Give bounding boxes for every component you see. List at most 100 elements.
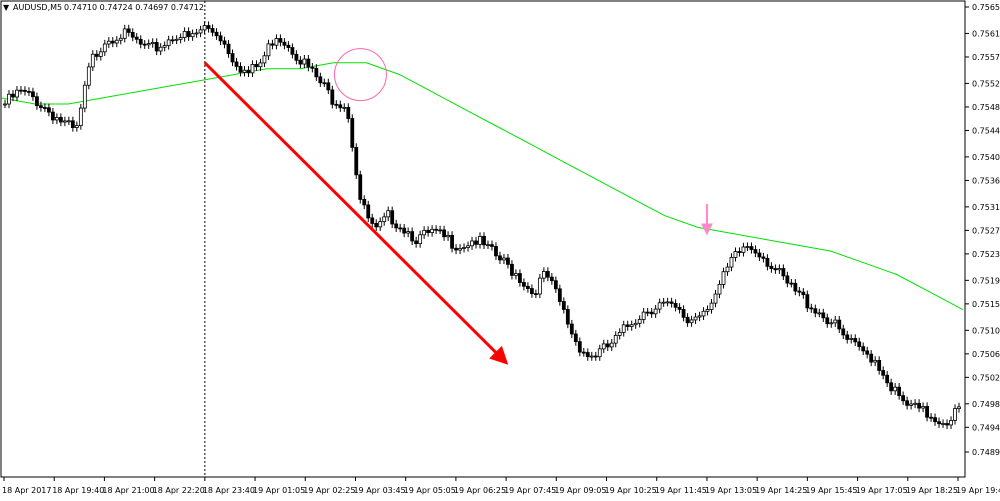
candle-body [138,38,143,45]
candle [170,35,175,45]
candle-body [314,67,319,78]
candle [422,226,427,239]
candle-body [510,263,514,276]
candle [66,116,71,126]
candle-body [258,62,263,68]
candle-body [629,324,634,327]
candle [506,253,510,269]
candle [122,24,127,43]
candle-body [166,39,171,46]
candle-body [573,333,578,343]
candle [673,299,678,312]
candle-body [705,309,710,312]
candle-body [873,359,878,363]
candle [853,334,858,346]
candle [310,63,315,73]
candle [605,339,610,352]
candles-series [3,21,961,430]
candle [15,86,19,102]
candle [450,231,454,253]
candle [178,33,183,44]
candle-body [829,322,834,325]
candle-body [342,106,347,109]
x-tick-label: 19 Apr 15:45 [805,486,857,495]
candle [354,143,359,179]
candle-body [90,53,95,68]
candle-body [581,351,586,354]
candle [290,43,295,59]
candle [54,113,59,125]
candle [581,347,586,357]
candle [645,307,650,317]
candle [837,315,842,334]
y-tick-label: 0.75275 [972,226,1000,235]
candle-body [126,28,131,33]
candle-body [43,107,47,109]
candle-body [913,402,917,405]
candle [745,242,750,252]
candle-body [23,89,27,92]
candle-body [430,228,435,233]
candle [897,383,902,400]
candle-body [494,246,498,257]
y-tick-label: 0.75485 [972,103,1000,112]
candle [74,121,79,132]
candle-body [310,66,315,69]
candle [881,366,886,380]
candle [186,27,191,41]
candle [442,225,446,241]
candle [374,219,379,231]
candle [801,288,806,299]
candle [561,297,566,314]
candle [494,242,498,260]
candle-body [498,255,502,261]
candle-body [745,246,750,248]
candle-body [106,40,111,45]
candle [925,402,929,422]
candle-body [370,217,375,224]
candle [621,320,626,337]
candle [945,419,949,430]
candle-body [338,104,343,109]
candle-body [242,69,247,73]
candle [350,114,355,152]
candle [482,232,486,249]
candle [510,260,514,280]
candle [829,318,834,328]
candle-body [114,39,119,44]
candle-body [110,40,115,44]
candle-body [15,89,19,98]
candle [841,324,846,340]
candle [941,419,945,428]
candle-body [278,38,283,43]
candle [641,307,646,324]
candle [809,303,814,313]
collapse-icon[interactable]: ▼ [3,3,10,12]
candle-body [637,319,642,324]
candle-body [833,319,838,324]
candle [110,37,115,48]
candle [777,264,782,274]
candle-body [318,76,323,84]
candle-body [35,96,39,107]
candle-body [422,229,427,236]
candle [11,90,15,102]
candle [134,33,139,44]
candle-body [585,352,590,358]
candle-body [953,408,957,421]
candle [234,57,239,71]
candle [781,264,786,281]
candle [949,416,953,430]
candle-body [154,42,159,52]
candle [797,286,802,297]
candle [893,383,898,395]
candle [210,24,215,37]
candle [118,34,123,45]
candle [406,227,411,238]
candle [94,50,99,61]
